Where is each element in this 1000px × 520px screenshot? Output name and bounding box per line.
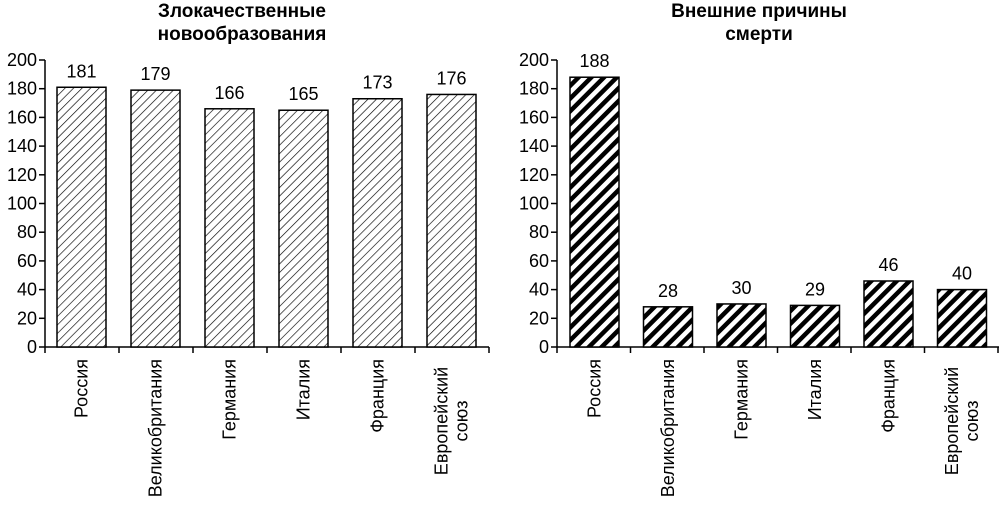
chart-malignant-neoplasms: Злокачественные новообразования 0 20 40 60 8… [7, 0, 490, 497]
y-tick-label: 0 [27, 337, 37, 357]
x-category-label-line: Германия [732, 359, 752, 440]
x-category-label: Германия [220, 359, 240, 440]
x-category-label: Великобритания [658, 359, 678, 497]
y-tick-label: 60 [529, 251, 549, 271]
y-tick-label: 40 [17, 280, 37, 300]
data-label: 176 [436, 68, 466, 88]
chart-title-line: смерти [725, 24, 793, 45]
x-category-label: Италия [294, 359, 314, 420]
y-tick-label: 20 [529, 308, 549, 328]
bar [863, 280, 914, 348]
x-category-label-line: Европейский [432, 367, 452, 475]
x-category-label: Россия [72, 359, 92, 418]
x-category-label-line: Россия [72, 359, 92, 418]
y-tick-label: 200 [7, 50, 37, 70]
y-tick-label: 120 [519, 165, 549, 185]
bar-chart-svg: 0 20 40 60 80 100 120 140 160 180 200 188 Россия 28 Ве… [519, 50, 999, 497]
y-tick-label: 180 [7, 79, 37, 99]
chart-title-line: Внешние причины [671, 1, 847, 22]
data-label: 188 [579, 51, 609, 71]
y-tick-label: 160 [7, 107, 37, 127]
data-label: 30 [731, 278, 751, 298]
bar [56, 86, 107, 348]
y-tick-label: 80 [529, 222, 549, 242]
data-label: 179 [140, 64, 170, 84]
data-label: 46 [878, 255, 898, 275]
chart-title-line: новообразования [157, 24, 327, 45]
data-label: 28 [658, 281, 678, 301]
x-category-label-line: Великобритания [658, 359, 678, 497]
x-category-label-line: Италия [294, 359, 314, 420]
chart-external-causes: Внешние причины смерти 0 20 40 60 80 100 120 14… [500, 0, 1000, 520]
bar [642, 306, 694, 348]
x-category-label-line: Россия [585, 359, 605, 418]
data-label: 166 [214, 83, 244, 103]
x-category-label-line: Франция [879, 359, 899, 433]
bar [716, 303, 767, 348]
x-category-label: Франция [368, 359, 388, 433]
x-category-label: Франция [879, 359, 899, 433]
x-category-label: Европейский союз [942, 367, 982, 475]
x-category-label: Россия [585, 359, 605, 418]
bar [569, 76, 620, 348]
x-category-label-line: Великобритания [146, 359, 166, 497]
x-category-label-line: Германия [220, 359, 240, 440]
x-category-label-line: Франция [368, 359, 388, 433]
x-category-label: Италия [805, 359, 825, 420]
chart-title-line: Злокачественные [158, 1, 326, 22]
y-tick-label: 180 [519, 79, 549, 99]
chart-title: Внешние причины смерти [524, 0, 994, 46]
bar-chart-svg: 0 20 40 60 80 100 120 140 160 180 200 181 Россия 179 В… [7, 50, 490, 497]
bar [352, 97, 403, 348]
y-tick-label: 140 [7, 136, 37, 156]
x-category-label-line: союз [452, 401, 472, 442]
bar [936, 288, 988, 348]
y-tick-label: 100 [7, 194, 37, 214]
data-label: 40 [952, 264, 972, 284]
x-category-label: Европейский союз [432, 367, 472, 475]
bar [204, 108, 255, 348]
bar [426, 93, 477, 348]
y-tick-label: 20 [17, 308, 37, 328]
y-tick-label: 0 [539, 337, 549, 357]
data-label: 181 [66, 61, 96, 81]
x-category-label: Великобритания [146, 359, 166, 497]
data-label: 173 [362, 73, 392, 93]
bar [278, 109, 329, 348]
y-tick-label: 60 [17, 251, 37, 271]
y-tick-label: 200 [519, 50, 549, 70]
y-tick-label: 120 [7, 165, 37, 185]
chart-title: Злокачественные новообразования [22, 0, 462, 46]
data-label: 165 [288, 84, 318, 104]
bar [789, 304, 841, 348]
data-label: 29 [805, 279, 825, 299]
bar [130, 89, 181, 348]
y-tick-label: 140 [519, 136, 549, 156]
y-tick-label: 80 [17, 222, 37, 242]
x-category-label: Германия [732, 359, 752, 440]
y-tick-label: 100 [519, 194, 549, 214]
x-category-label-line: Италия [805, 359, 825, 420]
x-category-label-line: союз [962, 401, 982, 442]
y-tick-label: 40 [529, 280, 549, 300]
x-category-label-line: Европейский [942, 367, 962, 475]
y-tick-label: 160 [519, 107, 549, 127]
